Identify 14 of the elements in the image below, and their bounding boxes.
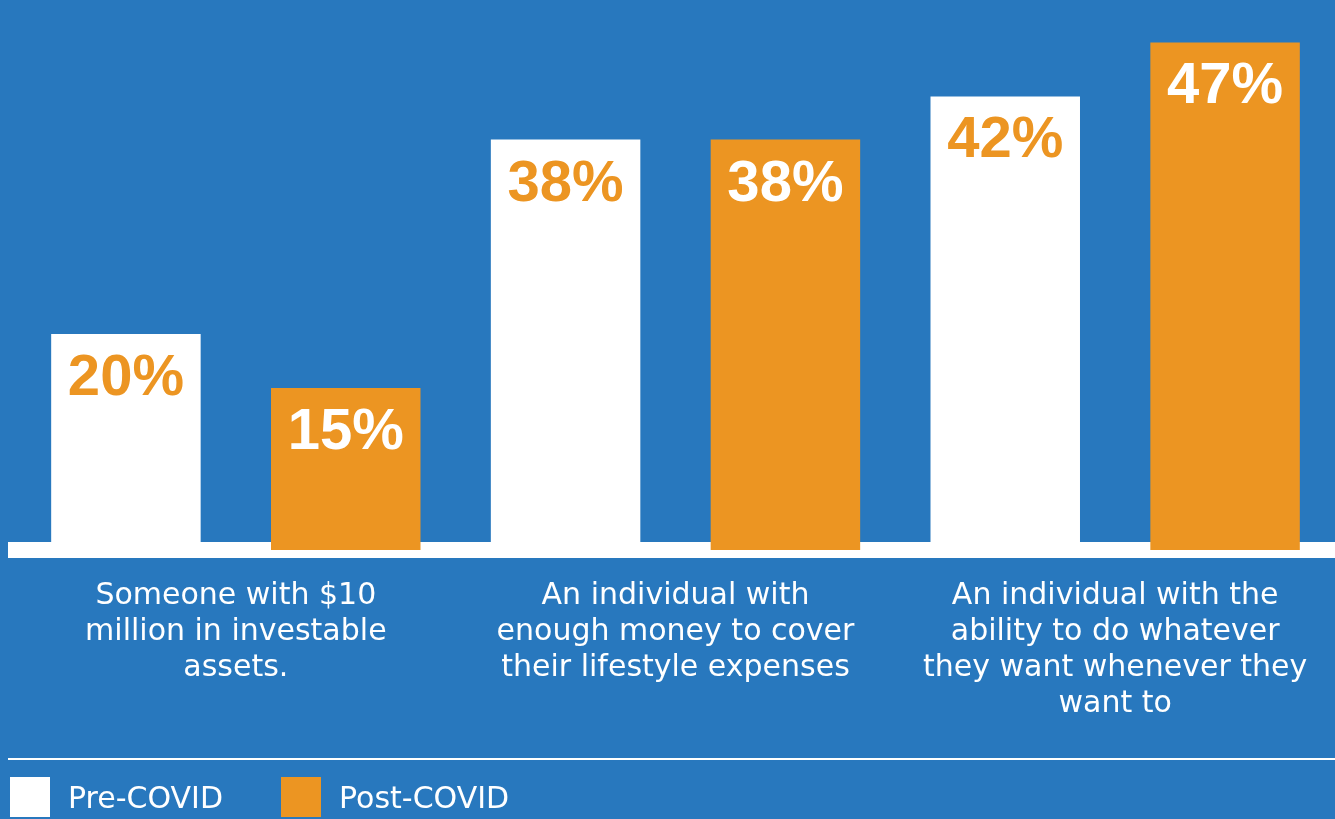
x-tick-label: An individual with enough money to cover their lifestyle expenses	[496, 575, 856, 683]
data-label: 42%	[947, 104, 1064, 170]
legend-label: Post-COVID	[339, 779, 510, 815]
data-label: 38%	[507, 147, 624, 213]
data-label: 20%	[67, 342, 184, 407]
data-label: 47%	[1167, 50, 1284, 116]
bar	[1150, 42, 1300, 550]
x-tick-label: An individual with the ability to do whatever they want whenever they want to	[923, 575, 1308, 719]
data-label: 15%	[287, 396, 404, 461]
x-tick-label: Someone with $10 million in investable assets.	[85, 575, 387, 683]
bar	[271, 388, 421, 550]
bar	[710, 139, 861, 550]
data-label: 38%	[727, 147, 844, 213]
legend-label: Pre-COVID	[68, 779, 224, 815]
